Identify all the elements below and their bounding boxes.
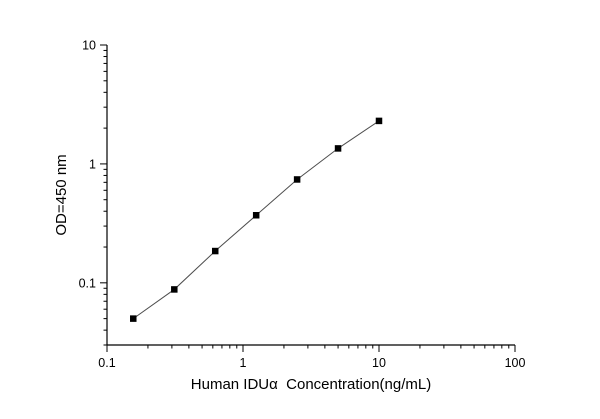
data-point-marker: [252, 212, 260, 219]
x-tick-label: 10: [372, 356, 386, 370]
x-tick-label: 100: [505, 356, 526, 370]
data-series: [130, 117, 383, 322]
data-point-marker: [130, 315, 137, 322]
y-tick-label: 1: [89, 157, 96, 171]
data-point-marker: [293, 176, 301, 183]
x-tick-label: 0.1: [98, 356, 115, 370]
data-point-marker: [375, 117, 383, 125]
axis-tick-labels: 0.1 1 10 100 0.1 1 10: [79, 39, 526, 371]
x-axis-title: Human IDUα Concentration(ng/mL): [191, 376, 431, 393]
data-point-marker: [171, 286, 178, 293]
y-axis-title: OD=450 nm: [53, 154, 70, 235]
y-tick-label: 10: [82, 39, 96, 53]
data-point-marker: [334, 145, 342, 152]
axes: [106, 45, 515, 346]
x-tick-label: 1: [240, 356, 247, 370]
series-line: [132, 120, 380, 320]
axis-ticks: [100, 44, 516, 352]
data-point-marker: [211, 247, 219, 255]
y-tick-label: 0.1: [79, 276, 96, 290]
